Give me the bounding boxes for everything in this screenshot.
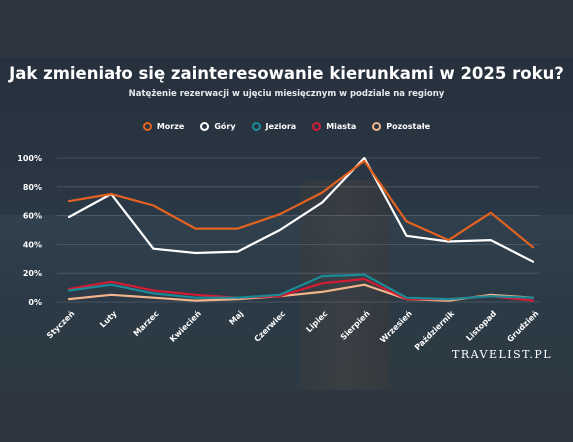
legend-item-gory: Góry	[200, 122, 236, 131]
legend-item-miasta: Miasta	[312, 122, 356, 131]
legend-marker-pozostale	[372, 122, 382, 131]
bottom-band	[0, 390, 573, 442]
legend-label-pozostale: Pozostałe	[386, 122, 431, 131]
x-tick-label: Listopad	[464, 309, 498, 343]
legend-label-miasta: Miasta	[326, 122, 357, 131]
x-tick-label: Czerwiec	[253, 309, 288, 344]
legend-marker-jeziora	[251, 122, 261, 131]
chart-title: Jak zmieniało się zainteresowanie kierun…	[9, 64, 564, 83]
y-tick-label: 100%	[17, 154, 42, 163]
y-tick-label: 0%	[28, 298, 42, 307]
series-line-góry	[67, 156, 535, 263]
legend-label-morze: Morze	[156, 122, 185, 131]
x-tick-label: Październik	[413, 309, 457, 353]
travelist-logo: TRAVELIST.PL	[452, 348, 553, 361]
background-sea	[0, 215, 573, 295]
x-tick-label: Grudzień	[505, 309, 540, 344]
legend-marker-miasta	[312, 122, 322, 131]
x-tick-label: Maj	[227, 309, 245, 327]
x-tick-label: Sierpień	[339, 309, 372, 342]
chart-subtitle: Natężenie rezerwacji w ujęciu miesięczny…	[128, 89, 445, 99]
legend-label-jeziora: Jeziora	[265, 122, 297, 131]
legend-marker-gory	[200, 122, 210, 131]
legend-item-jeziora: Jeziora	[251, 122, 297, 131]
legend-marker-morze	[142, 122, 152, 131]
legend-label-gory: Góry	[214, 122, 236, 131]
photo-background	[0, 58, 573, 390]
legend-item-pozostale: Pozostałe	[372, 122, 430, 131]
series-line-morze	[67, 159, 535, 249]
y-tick-label: 80%	[23, 183, 42, 192]
legend-item-morze: Morze	[142, 122, 185, 131]
x-tick-label: Kwiecień	[168, 309, 203, 344]
series-line-jeziora	[67, 273, 535, 301]
y-tick-label: 40%	[23, 240, 42, 249]
x-tick-label: Luty	[98, 309, 119, 330]
x-tick-label: Wrzesień	[378, 309, 414, 345]
x-tick-label: Marzec	[132, 309, 161, 338]
y-tick-label: 20%	[23, 269, 42, 278]
top-band	[0, 0, 573, 58]
chart-legend: Morze Góry Jeziora Miasta Pozostałe	[0, 122, 573, 131]
x-tick-label: Styczeń	[45, 309, 77, 341]
x-tick-label: Lipiec	[304, 309, 329, 334]
y-tick-label: 60%	[23, 212, 42, 221]
